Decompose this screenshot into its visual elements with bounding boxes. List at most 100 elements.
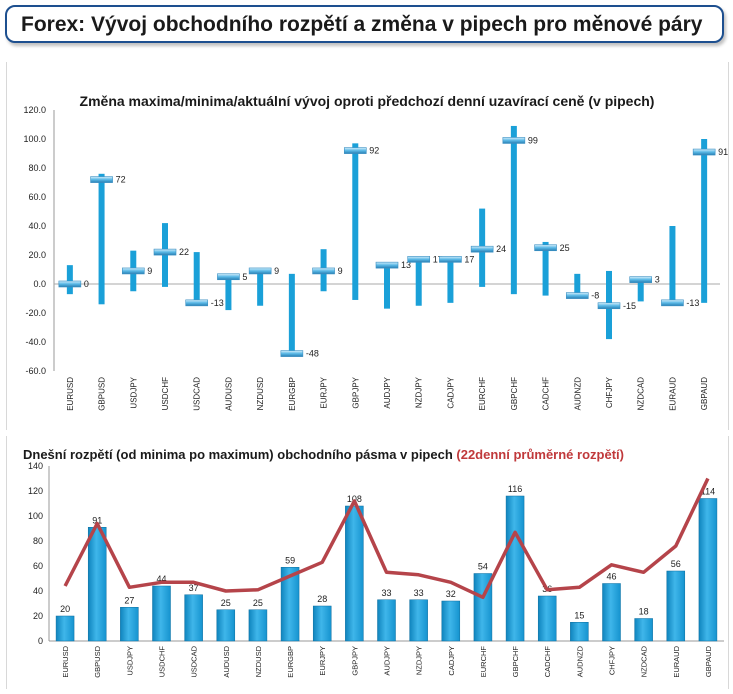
current-marker xyxy=(121,267,145,275)
y-tick-label: 0 xyxy=(38,636,43,646)
y-tick-label: 100 xyxy=(28,511,43,521)
bar-value-label: 56 xyxy=(671,559,681,569)
current-marker xyxy=(58,280,82,288)
range-bar xyxy=(66,265,73,295)
category-label: GBPCHF xyxy=(510,377,519,410)
current-marker xyxy=(502,137,526,144)
current-marker xyxy=(343,147,367,154)
current-value-label: -8 xyxy=(591,291,599,301)
category-label: NZDUSD xyxy=(254,645,263,677)
bar-value-label: 108 xyxy=(347,494,362,504)
y-tick-label: 140 xyxy=(28,461,43,471)
range-bar xyxy=(184,594,203,642)
range-bar xyxy=(441,600,461,642)
range-bar xyxy=(193,252,200,303)
category-label: EURUSD xyxy=(66,377,75,411)
range-bar xyxy=(669,226,676,306)
range-bar xyxy=(570,622,589,642)
current-value-label: 9 xyxy=(274,266,279,276)
current-marker xyxy=(629,276,653,283)
y-tick-label: 60 xyxy=(33,561,43,571)
current-marker xyxy=(597,302,621,310)
category-label: EURJPY xyxy=(320,376,329,408)
current-marker xyxy=(217,273,240,281)
chart-title-main: Dnešní rozpětí (od minima po maximum) ob… xyxy=(23,447,456,462)
category-label: CADJPY xyxy=(447,646,456,676)
current-marker xyxy=(280,350,304,357)
current-value-label: -13 xyxy=(211,298,224,308)
range-chart-panel: Dnešní rozpětí (od minima po maximum) ob… xyxy=(6,436,729,689)
category-label: NZDJPY xyxy=(415,376,424,408)
range-bar xyxy=(542,241,549,296)
y-tick-label: 80 xyxy=(33,536,43,546)
range-bar xyxy=(701,139,708,303)
category-label: EURAUD xyxy=(672,645,681,677)
category-label: GBPCHF xyxy=(511,646,520,678)
bar-value-label: 44 xyxy=(156,574,166,584)
current-value-label: 5 xyxy=(242,272,247,282)
y-tick-label: 100.0 xyxy=(23,134,46,144)
current-marker xyxy=(407,256,431,263)
range-bar xyxy=(312,605,332,642)
y-tick-label: 60.0 xyxy=(28,192,46,202)
range-bar xyxy=(666,570,686,642)
current-value-label: 17 xyxy=(433,254,443,264)
bar-value-label: 28 xyxy=(317,594,327,604)
range-bar xyxy=(377,599,396,642)
current-value-label: 99 xyxy=(528,135,538,145)
bar-value-label: 59 xyxy=(285,555,295,565)
current-value-label: 13 xyxy=(401,260,411,270)
bar-value-label: 20 xyxy=(60,604,70,614)
current-value-label: 0 xyxy=(84,279,89,289)
range-bar xyxy=(152,585,171,642)
y-tick-label: 120.0 xyxy=(23,105,46,115)
category-label: EURAUD xyxy=(668,377,677,411)
current-value-label: 17 xyxy=(464,254,474,264)
range-bar xyxy=(87,527,107,642)
category-label: USDJPY xyxy=(129,376,138,408)
chart-title: Dnešní rozpětí (od minima po maximum) ob… xyxy=(23,447,624,462)
current-value-label: 22 xyxy=(179,247,189,257)
current-value-label: 92 xyxy=(369,146,379,156)
current-value-label: 9 xyxy=(147,266,152,276)
change-chart-panel: Změna maxima/minima/aktuální vývoj oprot… xyxy=(6,62,729,430)
chart-title: Změna maxima/minima/aktuální vývoj oprot… xyxy=(80,93,655,109)
category-label: CHFJPY xyxy=(608,646,617,675)
bar-value-label: 114 xyxy=(701,487,715,497)
range-bar xyxy=(257,268,264,306)
current-marker xyxy=(375,261,399,269)
y-tick-label: 120 xyxy=(28,486,43,496)
chart-title-highlight: (22denní průměrné rozpětí) xyxy=(456,447,624,462)
bar-value-label: 46 xyxy=(606,572,616,582)
current-marker xyxy=(470,245,494,253)
change-chart: Změna maxima/minima/aktuální vývoj oprot… xyxy=(23,93,728,411)
category-label: AUDJPY xyxy=(383,646,392,676)
category-label: NZDCAD xyxy=(640,645,649,677)
category-label: CHFJPY xyxy=(605,376,614,408)
range-bar xyxy=(384,263,390,309)
range-bar xyxy=(288,273,295,354)
category-label: GBPUSD xyxy=(93,645,102,677)
category-label: AUDNZD xyxy=(575,645,584,677)
current-marker xyxy=(248,267,272,275)
range-bar xyxy=(409,599,428,642)
y-tick-label: -60.0 xyxy=(25,366,46,376)
current-value-label: 24 xyxy=(496,244,506,254)
range-bar xyxy=(447,257,454,303)
category-label: USDCHF xyxy=(158,646,167,678)
range-bar xyxy=(55,615,75,642)
current-marker xyxy=(692,148,716,156)
y-tick-label: 20.0 xyxy=(28,250,46,260)
current-value-label: 25 xyxy=(560,243,570,253)
current-marker xyxy=(439,256,462,263)
range-bar xyxy=(216,609,236,642)
range-bar xyxy=(415,256,422,306)
range-chart: Dnešní rozpětí (od minima po maximum) ob… xyxy=(23,447,724,678)
category-label: EURGBP xyxy=(286,646,295,678)
range-bar xyxy=(248,609,268,642)
y-tick-label: -40.0 xyxy=(25,337,46,347)
y-tick-label: 40.0 xyxy=(28,221,46,231)
category-label: NZDUSD xyxy=(256,377,265,411)
current-marker xyxy=(153,248,177,256)
y-tick-label: 0.0 xyxy=(33,279,46,289)
